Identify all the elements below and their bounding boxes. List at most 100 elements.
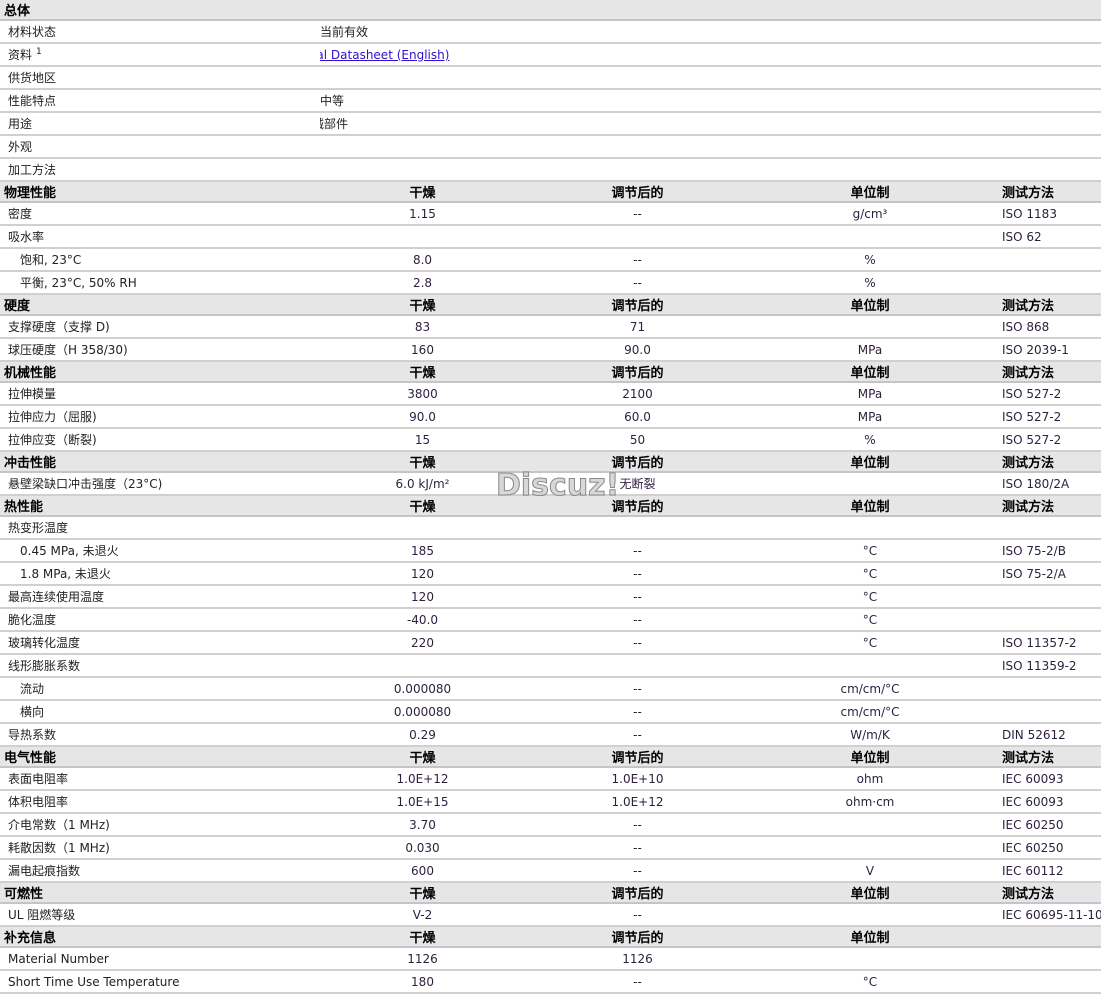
property-label: 加工方法 xyxy=(0,158,320,182)
column-header-test-method: 测试方法 xyxy=(990,451,1101,473)
label-text: 材料状态 xyxy=(8,25,57,39)
column-header-dry: 干燥 xyxy=(320,294,525,316)
property-row: Material Number 1126 1126 xyxy=(0,947,1101,971)
property-label: 支撑硬度（支撑 D) xyxy=(0,315,320,339)
section-title: 补充信息 xyxy=(0,926,320,948)
test-method: ISO 11357-2 xyxy=(990,631,1101,655)
property-row: 横向 0.000080 -- cm/cm/°C xyxy=(0,700,1101,724)
section-title: 物理性能 xyxy=(0,181,320,203)
unit xyxy=(750,225,990,249)
value-conditioned: -- xyxy=(525,585,750,609)
value-dry: 3.70 xyxy=(320,813,525,837)
column-header-conditioned: 调节后的 xyxy=(525,882,750,904)
test-method: ISO 527-2 xyxy=(990,428,1101,452)
property-label: 平衡, 23°C, 50% RH xyxy=(0,271,320,295)
property-row: 支撑硬度（支撑 D) 83 71 ISO 868 xyxy=(0,315,1101,339)
property-row: 最高连续使用温度 120 -- °C xyxy=(0,585,1101,609)
property-row: 吸水率 ISO 62 xyxy=(0,225,1101,249)
label-text: 加工方法 xyxy=(8,163,57,177)
column-header-conditioned: 调节后的 xyxy=(525,746,750,768)
section-header: 电气性能 干燥 调节后的 单位制 测试方法 xyxy=(0,746,1101,768)
unit xyxy=(750,836,990,860)
label-text: 资料 xyxy=(8,48,33,62)
value-dry: 1126 xyxy=(320,947,525,971)
value-dry xyxy=(320,654,525,678)
property-row: 脆化温度 -40.0 -- °C xyxy=(0,608,1101,632)
value-conditioned: -- xyxy=(525,859,750,883)
unit: g/cm³ xyxy=(750,202,990,226)
value-conditioned: 1126 xyxy=(525,947,750,971)
value-dry: 0.000080 xyxy=(320,700,525,724)
value-conditioned: -- xyxy=(525,903,750,927)
value-conditioned: -- xyxy=(525,723,750,747)
general-row: 用途 设备/机械部件 xyxy=(0,112,1101,136)
property-label: 拉伸应力（屈服) xyxy=(0,405,320,429)
property-value: 浇铸 xyxy=(320,158,1101,182)
property-label: 拉伸应变（断裂) xyxy=(0,428,320,452)
property-label: 悬壁梁缺口冲击强度（23°C) xyxy=(0,472,320,496)
label-text: 性能特点 xyxy=(8,94,57,108)
property-row: 体积电阻率 1.0E+15 1.0E+12 ohm·cm IEC 60093 xyxy=(0,790,1101,814)
property-label: 球压硬度（H 358/30) xyxy=(0,338,320,362)
unit xyxy=(750,472,990,496)
unit: °C xyxy=(750,631,990,655)
column-header-unit: 单位制 xyxy=(750,294,990,316)
unit xyxy=(750,654,990,678)
property-label: 密度 xyxy=(0,202,320,226)
value-dry: 1.15 xyxy=(320,202,525,226)
test-method: ISO 75-2/B xyxy=(990,539,1101,563)
property-label: 导热系数 xyxy=(0,723,320,747)
general-row: 供货地区 欧洲 xyxy=(0,66,1101,90)
unit: MPa xyxy=(750,405,990,429)
property-label: 表面电阻率 xyxy=(0,767,320,791)
test-method xyxy=(990,248,1101,272)
value-text: 已商用：当前有效 xyxy=(320,25,369,39)
unit xyxy=(750,947,990,971)
value-conditioned: 50 xyxy=(525,428,750,452)
discuz-watermark: Discuz! xyxy=(495,468,620,504)
unit: °C xyxy=(750,539,990,563)
value-conditioned: -- xyxy=(525,836,750,860)
value-dry: 220 xyxy=(320,631,525,655)
value-dry: 90.0 xyxy=(320,405,525,429)
property-label: 性能特点 xyxy=(0,89,320,113)
property-label: 脆化温度 xyxy=(0,608,320,632)
property-label: 横向 xyxy=(0,700,320,724)
column-header-conditioned: 调节后的 xyxy=(525,926,750,948)
column-header-test-method: 测试方法 xyxy=(990,361,1101,383)
value-dry: 180 xyxy=(320,970,525,994)
datasheet-link[interactable]: Technical Datasheet (English) xyxy=(320,47,450,62)
property-label: 热变形温度 xyxy=(0,516,320,540)
column-header-conditioned: 调节后的 xyxy=(525,495,750,517)
value-dry: -40.0 xyxy=(320,608,525,632)
test-method: ISO 11359-2 xyxy=(990,654,1101,678)
value-conditioned: -- xyxy=(525,608,750,632)
column-header-conditioned: 调节后的 xyxy=(525,294,750,316)
value-conditioned: -- xyxy=(525,202,750,226)
value-text: 耐热性，中等 xyxy=(320,94,345,108)
column-header-unit: 单位制 xyxy=(750,746,990,768)
value-dry xyxy=(320,225,525,249)
column-header-unit: 单位制 xyxy=(750,495,990,517)
property-label: 外观 xyxy=(0,135,320,159)
test-method xyxy=(990,700,1101,724)
value-conditioned: 71 xyxy=(525,315,750,339)
value-conditioned: -- xyxy=(525,677,750,701)
section-title: 电气性能 xyxy=(0,746,320,768)
property-row: 拉伸应变（断裂) 15 50% ISO 527-2 xyxy=(0,428,1101,452)
column-header-test-method: 测试方法 xyxy=(990,294,1101,316)
column-header-conditioned: 调节后的 xyxy=(525,181,750,203)
unit: cm/cm/°C xyxy=(750,700,990,724)
column-header-test-method: 测试方法 xyxy=(990,181,1101,203)
test-method: ISO 527-2 xyxy=(990,405,1101,429)
value-dry: 185 xyxy=(320,539,525,563)
column-header-test-method: 测试方法 xyxy=(990,495,1101,517)
value-dry: 3800 xyxy=(320,382,525,406)
property-row: 拉伸应力（屈服) 90.0 60.0 MPa ISO 527-2 xyxy=(0,405,1101,429)
property-row: 热变形温度 xyxy=(0,516,1101,540)
property-label: 资料 1 xyxy=(0,43,320,67)
section-title: 热性能 xyxy=(0,495,320,517)
value-conditioned: 2100 xyxy=(525,382,750,406)
general-row: 材料状态 已商用：当前有效 xyxy=(0,20,1101,44)
test-method: ISO 62 xyxy=(990,225,1101,249)
